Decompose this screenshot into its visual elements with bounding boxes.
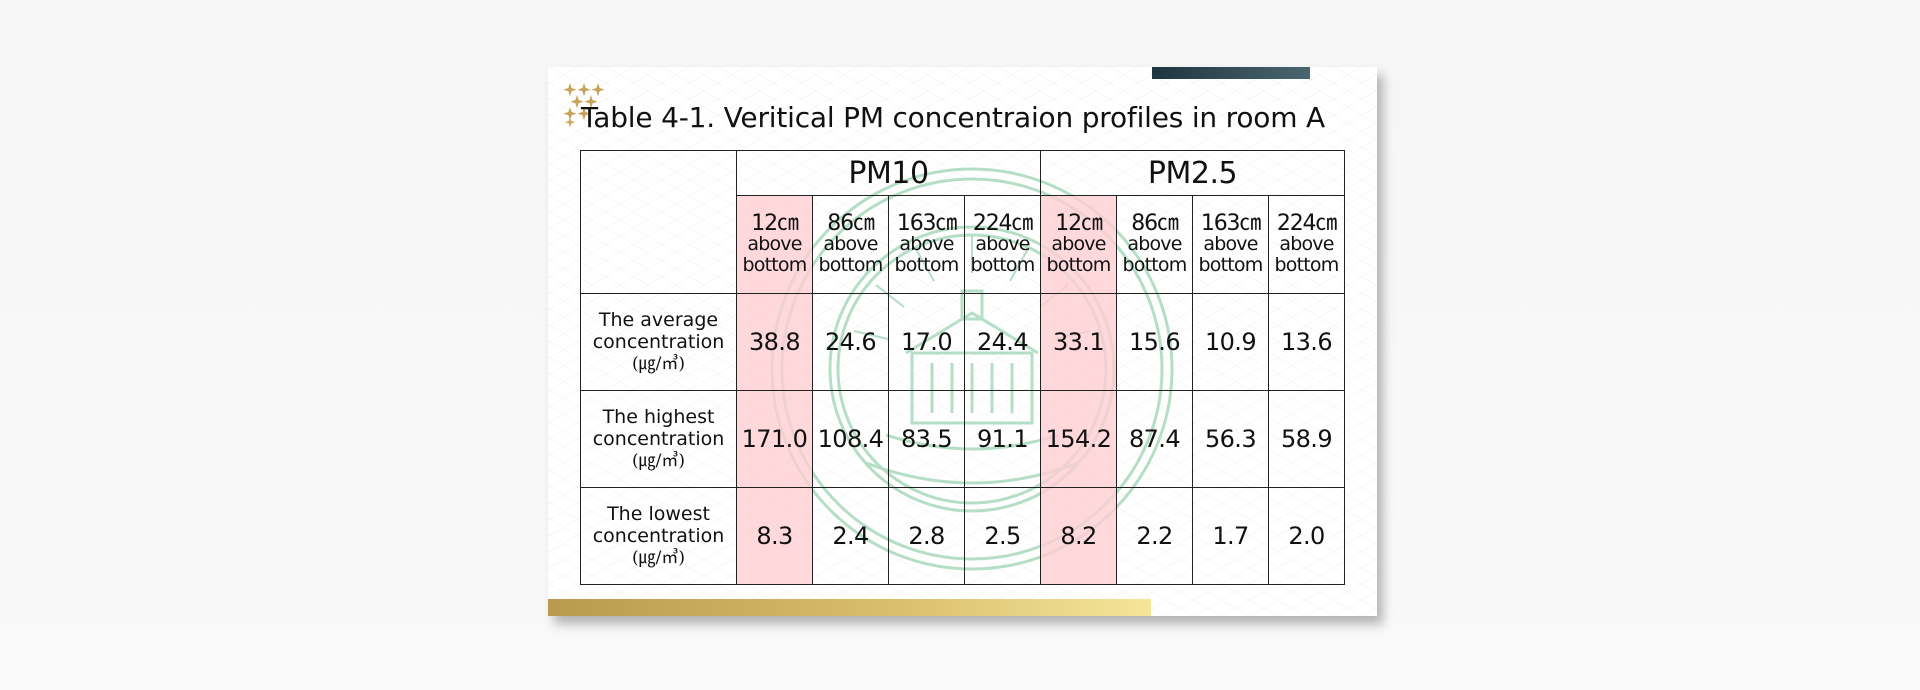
table-cell: 2.0 bbox=[1268, 487, 1345, 585]
table-cell: 17.0 bbox=[888, 293, 965, 391]
star-cluster-ornament-icon bbox=[563, 83, 605, 128]
slide-title: Table 4-1. Veritical PM concentraion pro… bbox=[581, 101, 1325, 134]
table-cell: 13.6 bbox=[1268, 293, 1345, 391]
column-label-line1: above bbox=[1051, 233, 1106, 255]
row-label-line2: concentration bbox=[592, 331, 725, 353]
table-cell: 1.7 bbox=[1192, 487, 1269, 585]
column-label-line1: above bbox=[899, 233, 954, 255]
column-header-pm10-12cm: 12㎝ above bottom bbox=[736, 195, 813, 294]
row-label-line1: The average bbox=[598, 309, 719, 331]
column-height: 224㎝ bbox=[972, 211, 1033, 236]
row-unit: (㎍/㎥) bbox=[632, 548, 685, 568]
table-cell: 24.4 bbox=[964, 293, 1041, 391]
table-cell: 2.5 bbox=[964, 487, 1041, 585]
column-header-pm25-224cm: 224㎝ above bottom bbox=[1268, 195, 1345, 294]
column-label-line1: above bbox=[1279, 233, 1334, 255]
table-cell: 33.1 bbox=[1040, 293, 1117, 391]
column-label-line2: bottom bbox=[742, 254, 808, 276]
column-height: 86㎝ bbox=[1131, 211, 1179, 236]
table-cell: 87.4 bbox=[1116, 390, 1193, 488]
row-label-line2: concentration bbox=[592, 525, 725, 547]
column-label-line1: above bbox=[1203, 233, 1258, 255]
row-header-average: The average concentration (㎍/㎥) bbox=[580, 293, 737, 391]
row-unit: (㎍/㎥) bbox=[632, 451, 685, 471]
row-label-line1: The lowest bbox=[607, 503, 710, 525]
row-unit: (㎍/㎥) bbox=[632, 354, 685, 374]
column-header-pm25-12cm: 12㎝ above bottom bbox=[1040, 195, 1117, 294]
table-cell: 2.4 bbox=[812, 487, 889, 585]
group-header-pm25: PM2.5 bbox=[1040, 150, 1345, 196]
column-height: 12㎝ bbox=[1055, 211, 1103, 236]
table-cell: 10.9 bbox=[1192, 293, 1269, 391]
column-header-pm25-86cm: 86㎝ above bottom bbox=[1116, 195, 1193, 294]
table-cell: 24.6 bbox=[812, 293, 889, 391]
group-header-pm10: PM10 bbox=[736, 150, 1041, 196]
table-cell: 15.6 bbox=[1116, 293, 1193, 391]
table-cell: 2.2 bbox=[1116, 487, 1193, 585]
column-header-pm10-86cm: 86㎝ above bottom bbox=[812, 195, 889, 294]
table-cell: 154.2 bbox=[1040, 390, 1117, 488]
table-row-highest: The highest concentration (㎍/㎥) 171.0 108.… bbox=[580, 390, 1345, 488]
row-header-highest: The highest concentration (㎍/㎥) bbox=[580, 390, 737, 488]
table-row-average: The average concentration (㎍/㎥) 38.8 24.6 … bbox=[580, 293, 1345, 391]
table-cell: 171.0 bbox=[736, 390, 813, 488]
row-label-line1: The highest bbox=[602, 406, 715, 428]
column-label-line2: bottom bbox=[818, 254, 884, 276]
column-label-line2: bottom bbox=[1122, 254, 1188, 276]
table-cell: 8.3 bbox=[736, 487, 813, 585]
column-header-pm10-224cm: 224㎝ above bottom bbox=[964, 195, 1041, 294]
table-cell: 8.2 bbox=[1040, 487, 1117, 585]
column-header-pm25-163cm: 163㎝ above bottom bbox=[1192, 195, 1269, 294]
column-label-line1: above bbox=[823, 233, 878, 255]
column-label-line2: bottom bbox=[1198, 254, 1264, 276]
column-label-line2: bottom bbox=[970, 254, 1036, 276]
table-row-lowest: The lowest concentration (㎍/㎥) 8.3 2.4 2.8… bbox=[580, 487, 1345, 585]
column-label-line1: above bbox=[975, 233, 1030, 255]
table-cell: 108.4 bbox=[812, 390, 889, 488]
table-cell: 83.5 bbox=[888, 390, 965, 488]
column-height: 86㎝ bbox=[827, 211, 875, 236]
pm-concentration-table: PM10 PM2.5 12㎝ above bottom 86㎝ above bottom… bbox=[580, 150, 1345, 585]
column-label-line1: above bbox=[1127, 233, 1182, 255]
column-header-pm10-163cm: 163㎝ above bottom bbox=[888, 195, 965, 294]
top-accent-bar bbox=[1152, 67, 1310, 79]
slide: Table 4-1. Veritical PM concentraion pro… bbox=[548, 67, 1377, 616]
column-label-line2: bottom bbox=[1274, 254, 1340, 276]
table-cell: 56.3 bbox=[1192, 390, 1269, 488]
bottom-accent-bar bbox=[548, 599, 1151, 616]
row-header-lowest: The lowest concentration (㎍/㎥) bbox=[580, 487, 737, 585]
column-height: 12㎝ bbox=[751, 211, 799, 236]
table-cell: 91.1 bbox=[964, 390, 1041, 488]
row-label-line2: concentration bbox=[592, 428, 725, 450]
column-height: 163㎝ bbox=[1200, 211, 1261, 236]
column-label-line1: above bbox=[747, 233, 802, 255]
column-label-line2: bottom bbox=[1046, 254, 1112, 276]
column-label-line2: bottom bbox=[894, 254, 960, 276]
column-height: 224㎝ bbox=[1276, 211, 1337, 236]
column-height: 163㎝ bbox=[896, 211, 957, 236]
table-cell: 2.8 bbox=[888, 487, 965, 585]
table-cell: 38.8 bbox=[736, 293, 813, 391]
table-corner-cell bbox=[580, 150, 737, 294]
table-cell: 58.9 bbox=[1268, 390, 1345, 488]
